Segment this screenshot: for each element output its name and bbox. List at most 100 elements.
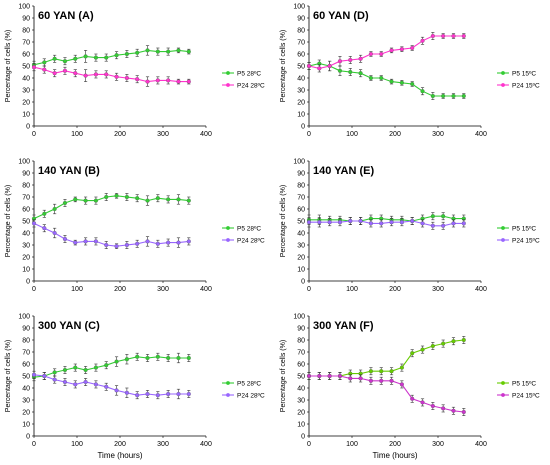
data-point (327, 373, 332, 379)
y-tick-label: 80 (297, 337, 305, 344)
data-point (399, 382, 404, 387)
data-point (155, 49, 160, 54)
data-point (461, 337, 466, 343)
data-point (166, 49, 171, 54)
y-axis-label: Percentage of cells (%) (5, 30, 12, 102)
y-tick-label: 40 (297, 385, 305, 392)
data-point (420, 89, 425, 94)
data-point (155, 78, 160, 83)
data-point (430, 33, 435, 39)
data-point (145, 48, 150, 53)
y-tick-label: 20 (297, 254, 305, 261)
y-tick-label: 100 (293, 313, 305, 320)
legend-swatch-marker (226, 226, 230, 230)
y-tick-label: 0 (301, 433, 305, 440)
y-tick-label: 90 (297, 325, 305, 332)
y-tick-label: 20 (22, 99, 30, 106)
data-point (368, 221, 373, 226)
panel-title: 140 YAN (B) (38, 165, 100, 177)
chart-panel: 0 10 20 30 40 50 60 70 80 90 100 0 100 200 300 400 Perce… (0, 155, 275, 310)
data-point (93, 365, 98, 370)
data-point (327, 220, 332, 225)
x-tick-label: 0 (307, 286, 311, 293)
x-axis-label: Time (hours) (372, 451, 417, 460)
y-tick-label: 30 (22, 87, 30, 94)
data-point (42, 226, 47, 231)
y-tick-label: 100 (18, 313, 30, 320)
data-point (389, 369, 394, 374)
legend-label: P5 28ºC (237, 380, 261, 387)
y-tick-label: 60 (22, 206, 30, 213)
data-point (389, 378, 394, 383)
data-point (451, 221, 456, 226)
data-point (124, 51, 129, 57)
data-point (306, 220, 312, 225)
data-point (52, 56, 57, 61)
data-point (62, 236, 68, 242)
data-point (83, 367, 88, 373)
y-tick-label: 40 (22, 385, 30, 392)
data-point (358, 56, 363, 61)
data-point (379, 75, 384, 81)
y-tick-label: 50 (22, 373, 30, 380)
data-point (399, 80, 404, 85)
data-point (124, 357, 129, 362)
series-group (306, 32, 466, 73)
x-tick-label: 200 (389, 286, 401, 293)
data-point (42, 60, 47, 65)
data-point (114, 359, 119, 364)
y-tick-label: 100 (293, 3, 305, 10)
data-point (104, 242, 109, 248)
y-tick-label: 60 (22, 51, 30, 58)
data-point (186, 49, 191, 54)
legend-swatch-marker (226, 238, 230, 242)
x-tick-label: 200 (114, 286, 126, 293)
data-point (451, 93, 456, 99)
y-tick-label: 40 (297, 230, 305, 237)
y-tick-label: 60 (297, 361, 305, 368)
data-point (166, 197, 171, 202)
y-tick-label: 70 (297, 39, 305, 46)
data-point (186, 391, 191, 397)
x-tick-label: 400 (475, 441, 487, 448)
data-point (337, 59, 343, 64)
legend-label: P24 15ºC (512, 237, 540, 244)
x-tick-label: 200 (114, 441, 126, 448)
data-point (62, 379, 68, 385)
data-point (389, 48, 394, 53)
data-point (52, 206, 57, 212)
x-tick-label: 0 (32, 441, 36, 448)
chart-panel: 0 10 20 30 40 50 60 70 80 90 100 0 100 200 300 400 Perce… (0, 0, 275, 155)
data-point (430, 223, 435, 228)
data-point (410, 396, 415, 401)
x-tick-label: 100 (346, 131, 358, 138)
data-point (430, 214, 435, 219)
panel-title: 60 YAN (A) (38, 10, 94, 22)
series-line (308, 63, 464, 97)
data-point (368, 378, 373, 383)
legend-swatch-marker (226, 393, 230, 397)
data-point (52, 370, 57, 375)
y-tick-label: 30 (22, 397, 30, 404)
y-tick-label: 50 (297, 373, 305, 380)
data-point (42, 67, 47, 72)
data-point (358, 71, 363, 76)
data-point (62, 367, 68, 373)
series-group (31, 63, 191, 87)
data-point (114, 244, 119, 249)
data-point (42, 211, 47, 216)
data-point (461, 93, 466, 99)
data-point (337, 220, 343, 225)
data-point (420, 221, 425, 226)
data-point (93, 198, 98, 203)
x-tick-label: 100 (71, 131, 83, 138)
y-tick-label: 80 (297, 182, 305, 189)
series-line (33, 222, 189, 247)
data-point (399, 365, 404, 370)
series-line (33, 195, 189, 220)
data-point (104, 72, 109, 77)
chart-panel: 0 10 20 30 40 50 60 70 80 90 100 0 100 200 300 400 Perce… (275, 310, 550, 465)
series-line (309, 339, 464, 377)
y-tick-label: 70 (297, 194, 305, 201)
legend-swatch-marker (501, 83, 505, 87)
